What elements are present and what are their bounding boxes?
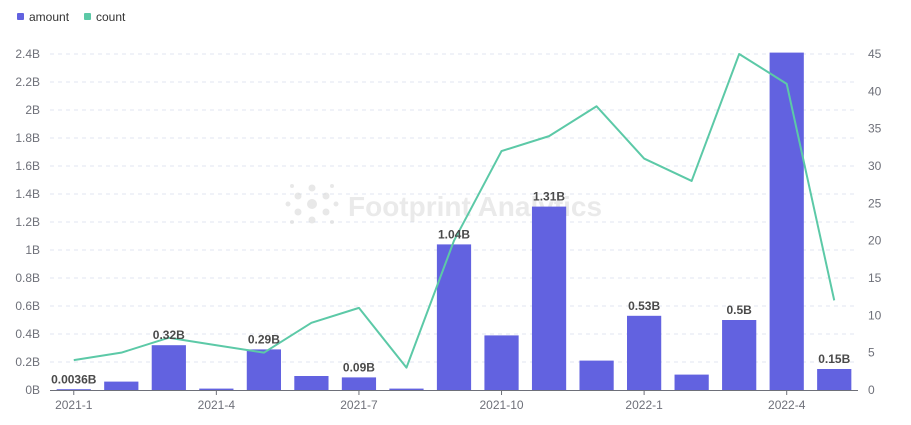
y-right-tick-label: 40 (868, 84, 882, 98)
data-label-amount: 1.04B (438, 227, 470, 241)
data-label-amount: 0.53B (628, 299, 660, 313)
bar-amount-2021-10 (484, 335, 519, 390)
y-left-tick-label: 2.2B (15, 75, 40, 89)
bar-amount-2022-5 (817, 369, 852, 390)
bar-amount-2021-9 (436, 244, 472, 390)
y-left-tick-label: 1B (25, 243, 40, 257)
bar-amount-2021-11 (531, 206, 567, 390)
bar-amount-2021-2 (104, 381, 139, 390)
bar-amount-2022-1 (627, 315, 662, 390)
bar-amount-2021-7 (341, 377, 377, 390)
legend-label-amount[interactable]: amount (29, 10, 70, 24)
data-label-amount: 0.15B (818, 352, 850, 366)
data-label-amount: 0.0036B (51, 372, 97, 386)
y-left-tick-label: 1.8B (15, 131, 40, 145)
axes: 0B 0.2B 0.4B 0.6B 0.8B 1B 1.2B 1.4B 1.6B 1.8B 2B 2.… (15, 47, 881, 412)
bar-series-amount (56, 52, 852, 390)
x-tick-label: 2022-1 (625, 398, 663, 412)
y-left-tick-label: 0.2B (15, 355, 40, 369)
bar-amount-2021-5 (246, 349, 281, 390)
bar-amount-2022-3 (722, 320, 757, 390)
y-right-tick-label: 5 (868, 346, 875, 360)
y-left-tick-label: 1.2B (15, 215, 40, 229)
y-right-tick-label: 15 (868, 271, 882, 285)
y-left-tick-label: 0B (25, 383, 40, 397)
legend-swatch-amount[interactable] (17, 13, 24, 20)
data-label-amount: 0.09B (343, 360, 375, 374)
bar-amount-2021-3 (151, 345, 186, 390)
bar-amount-2022-2 (674, 374, 709, 390)
y-right-tick-label: 10 (868, 308, 882, 322)
y-right-tick-label: 0 (868, 383, 875, 397)
y-left-tick-label: 0.6B (15, 299, 40, 313)
bar-amount-2021-6 (294, 376, 329, 390)
y-right-tick-label: 35 (868, 122, 882, 136)
bar-amount-2021-12 (579, 360, 614, 390)
y-left-tick-label: 1.4B (15, 187, 40, 201)
x-tick-label: 2021-1 (55, 398, 93, 412)
data-label-amount: 0.29B (248, 332, 280, 346)
bar-amount-2021-1 (56, 389, 91, 390)
line-series-count (73, 53, 836, 369)
x-tick-label: 2022-4 (768, 398, 806, 412)
y-right-tick-label: 25 (868, 196, 882, 210)
x-tick-label: 2021-10 (480, 398, 524, 412)
data-label-amount: 1.31B (533, 190, 565, 204)
y-left-tick-label: 1.6B (15, 159, 40, 173)
x-tick-label: 2021-7 (340, 398, 378, 412)
bar-amount-2021-8 (389, 388, 424, 390)
footprint-logo-icon (285, 184, 339, 224)
data-labels: 0.0036B 0.32B 0.29B 0.09B 1.04B 1.31B 0.53B 0.5… (51, 190, 850, 387)
x-tick-label: 2021-4 (198, 398, 236, 412)
y-left-tick-label: 2.4B (15, 47, 40, 61)
bar-amount-2021-4 (199, 388, 234, 390)
y-left-tick-label: 0.8B (15, 271, 40, 285)
legend: amount count (17, 10, 126, 24)
y-left-tick-label: 0.4B (15, 327, 40, 341)
y-right-tick-label: 20 (868, 234, 882, 248)
bar-amount-2022-4 (769, 52, 804, 390)
data-label-amount: 0.32B (153, 328, 185, 342)
y-right-tick-label: 45 (868, 47, 882, 61)
legend-label-count[interactable]: count (96, 10, 126, 24)
legend-swatch-count[interactable] (84, 13, 91, 20)
y-left-tick-label: 2B (25, 103, 40, 117)
y-right-tick-label: 30 (868, 159, 882, 173)
data-label-amount: 0.5B (726, 303, 752, 317)
